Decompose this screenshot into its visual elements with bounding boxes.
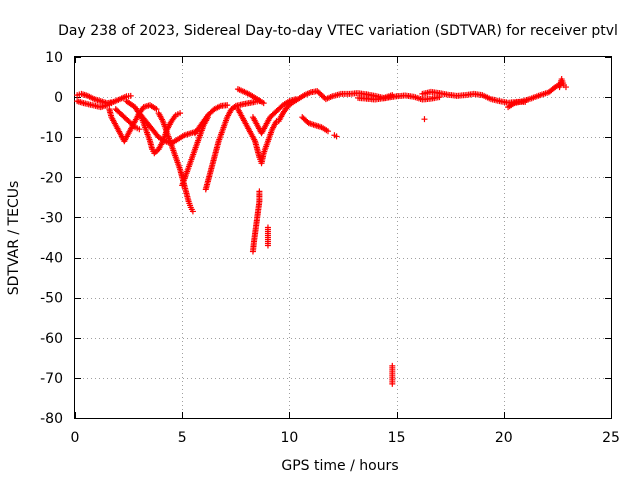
data-point — [189, 208, 196, 215]
data-point — [562, 84, 569, 91]
chart-title: Day 238 of 2023, Sidereal Day-to-day VTE… — [58, 23, 618, 39]
y-tick-label: -10 — [40, 130, 63, 146]
data-point — [421, 116, 428, 123]
x-tick-label: 0 — [71, 430, 80, 446]
series-arc-i — [202, 98, 263, 193]
series-arc-o — [264, 224, 271, 249]
x-tick-label: 5 — [178, 430, 187, 446]
series-arc-s — [389, 362, 396, 387]
data-point — [389, 380, 396, 387]
x-axis-label: GPS time / hours — [281, 458, 398, 474]
data-point — [127, 92, 134, 99]
data-point — [324, 128, 331, 135]
series-arc-l — [234, 106, 280, 167]
series-arc-x — [556, 76, 569, 91]
series-arc-q — [299, 114, 331, 135]
axis-ticks: 0 5 10 15 20 25 10 0 -10 -20 -30 -40 -50 -60 -70 -80 — [40, 50, 620, 446]
grid — [75, 57, 611, 418]
series-arc-u — [421, 116, 428, 123]
y-tick-label: 10 — [45, 50, 63, 66]
series-arc-t — [355, 92, 443, 103]
data-point — [130, 122, 137, 129]
data-point — [260, 100, 267, 107]
data-point — [224, 102, 231, 109]
y-tick-label: -70 — [40, 371, 63, 387]
x-tick-label: 20 — [495, 430, 513, 446]
x-tick-label: 15 — [388, 430, 406, 446]
series-arc-f — [136, 110, 201, 147]
series-arc-w — [505, 80, 565, 111]
data-point — [153, 106, 160, 113]
x-tick-label: 25 — [602, 430, 620, 446]
y-tick-label: -30 — [40, 210, 63, 226]
y-tick-label: -20 — [40, 170, 63, 186]
y-tick-label: -80 — [40, 411, 63, 427]
series-arc-j — [192, 102, 231, 137]
series-arc-n — [249, 188, 263, 255]
y-axis-label: SDTVAR / TECUs — [6, 181, 22, 296]
y-tick-label: -40 — [40, 251, 63, 267]
data-point — [264, 242, 271, 249]
series-arc-r — [331, 132, 340, 140]
series-arc-k — [234, 86, 267, 107]
plot-frame — [74, 56, 612, 419]
series-arc-d — [112, 106, 143, 133]
data-point — [333, 133, 340, 140]
series-arc-h — [179, 114, 211, 189]
y-tick-label: 0 — [54, 90, 63, 106]
data-point — [177, 110, 184, 117]
data-point — [136, 126, 143, 133]
data-point — [108, 100, 115, 107]
data-point — [249, 248, 256, 255]
series-arc-b — [74, 98, 115, 111]
y-tick-label: -60 — [40, 331, 63, 347]
x-tick-label: 10 — [280, 430, 298, 446]
y-tick-label: -50 — [40, 291, 63, 307]
data-points — [74, 76, 569, 387]
series-arc-p — [275, 88, 396, 125]
series-arc-v — [419, 88, 529, 106]
